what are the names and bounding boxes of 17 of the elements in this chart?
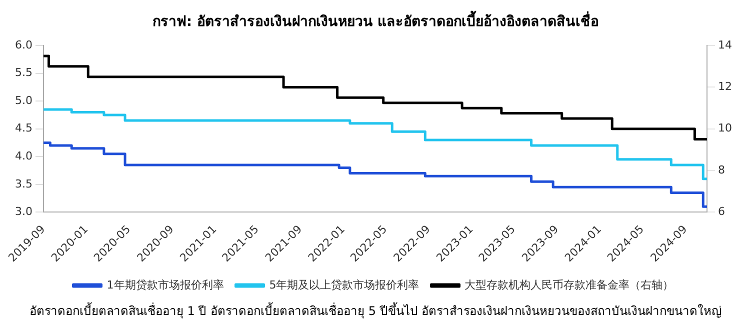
- y2-tick-label: 8: [718, 163, 726, 176]
- text: อัตราดอกเบี้ยตลาดสินเชื่ออายุ 1 ปี อัตราดอกเบี้ยตลาดสินเชื่ออายุ 5 ปีขึ้นไป อัตราสำรองเงินฝากเงินหยวนของสถาบันเงินฝากขนาดใหญ่: [28, 301, 723, 320]
- legend-label: 1年期贷款市场报价利率: [106, 278, 224, 292]
- y2-tick-label: 12: [718, 80, 732, 94]
- y-tick-label: 3.0: [15, 205, 32, 218]
- y-tick-label: 5.0: [15, 94, 32, 107]
- y-tick-label: 5.5: [15, 66, 32, 80]
- legend-label: 5年期及以上贷款市场报价利率: [269, 278, 420, 292]
- legend-label: 大型存款机构人民币存款准备金率（右轴）: [464, 278, 674, 292]
- chart-title: กราฟ: อัตราสำรองเงินฝากเงินหยวน และอัตราดอกเบี้ยอ้างอิงตลาดสินเชื่อ: [151, 10, 600, 32]
- y-tick-label: 3.5: [15, 177, 32, 190]
- y-tick-label: 4.5: [15, 122, 32, 135]
- y-tick-label: 6.0: [15, 38, 32, 52]
- y2-tick-label: 10: [718, 122, 732, 135]
- y2-tick-label: 6: [718, 205, 726, 218]
- y2-tick-label: 14: [718, 38, 732, 52]
- y-tick-label: 4.0: [15, 150, 32, 163]
